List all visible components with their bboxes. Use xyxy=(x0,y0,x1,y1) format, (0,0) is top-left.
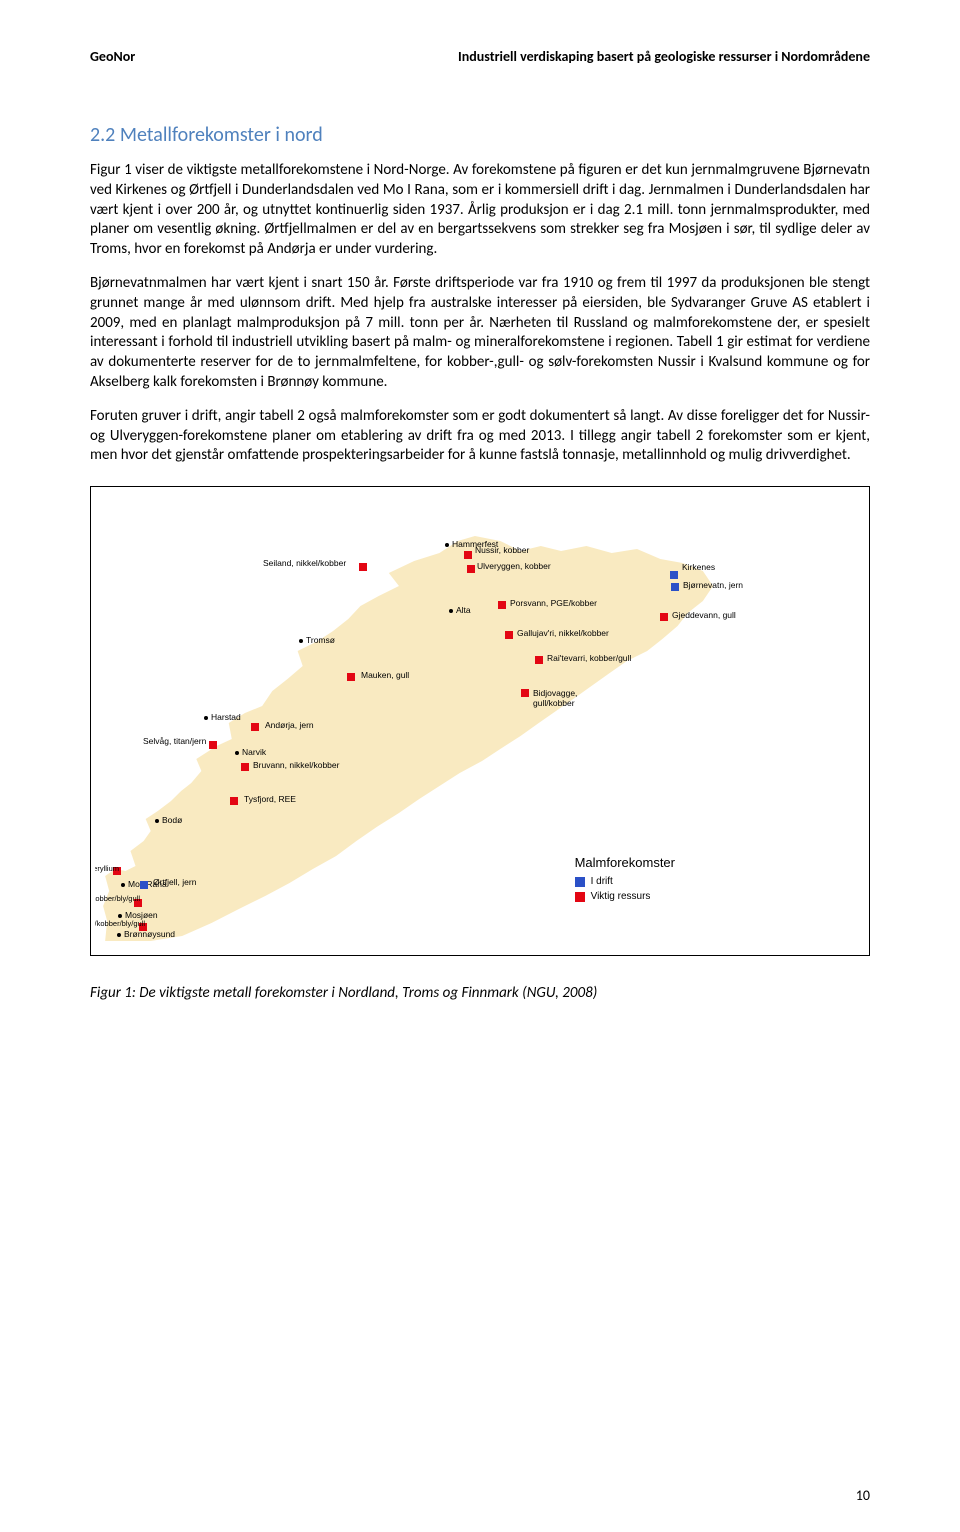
deposit-square xyxy=(505,631,513,639)
deposit-square xyxy=(671,583,679,591)
deposit-square xyxy=(347,673,355,681)
header-right: Industriell verdiskaping basert på geolo… xyxy=(458,48,870,65)
deposit-label: Gjeddevann, gull xyxy=(672,611,736,620)
deposit-square xyxy=(140,881,148,889)
deposit-label: Selvåg, titan/jern xyxy=(143,737,206,746)
deposit-label: Høgtuva, beryllium xyxy=(95,865,119,873)
map-canvas: Malmforekomster I drift Viktig ressurs H… xyxy=(95,491,865,951)
header-left: GeoNor xyxy=(90,48,135,65)
legend-square-blue xyxy=(575,877,585,887)
map-frame: Malmforekomster I drift Viktig ressurs H… xyxy=(90,486,870,956)
deposit-square xyxy=(521,689,529,697)
deposit-label: Gallujav'ri, nikkel/kobber xyxy=(517,629,609,638)
section-heading: 2.2 Metallforekomster i nord xyxy=(90,123,870,147)
city-label: Alta xyxy=(456,606,471,615)
deposit-label: Bidjovagge,gull/kobber xyxy=(533,689,577,708)
deposit-square xyxy=(241,763,249,771)
deposit-square xyxy=(251,723,259,731)
legend-title: Malmforekomster xyxy=(575,855,675,870)
deposit-label: Bjørnevatn, jern xyxy=(683,581,743,590)
deposit-square xyxy=(498,601,506,609)
city-label: Brønnøysund xyxy=(124,930,175,939)
page-number: 10 xyxy=(856,1487,870,1504)
deposit-label: Hattfjelldal, sink/kobber/bly/gull xyxy=(95,920,145,928)
document-header: GeoNor Industriell verdiskaping basert p… xyxy=(90,48,870,65)
deposit-label: Seiland, nikkel/kobber xyxy=(263,559,346,568)
city-label: Tromsø xyxy=(306,636,335,645)
deposit-square xyxy=(467,565,475,573)
legend-label-resource: Viktig ressurs xyxy=(591,891,651,902)
deposit-square xyxy=(660,613,668,621)
deposit-label: Bruvann, nikkel/kobber xyxy=(253,761,339,770)
deposit-square xyxy=(230,797,238,805)
deposit-square xyxy=(535,656,543,664)
deposit-label: Nussir, kobber xyxy=(475,546,529,555)
paragraph-1: Figur 1 viser de viktigste metallforekom… xyxy=(90,161,870,260)
deposit-square xyxy=(209,741,217,749)
legend-square-red xyxy=(575,892,585,902)
paragraph-3: Foruten gruver i drift, angir tabell 2 o… xyxy=(90,407,870,466)
deposit-label: Mauken, gull xyxy=(361,671,409,680)
deposit-label: Tysfjord, REE xyxy=(244,795,296,804)
deposit-label: Ulveryggen, kobber xyxy=(477,562,551,571)
deposit-label: Rai'tevarri, kobber/gull xyxy=(547,654,631,663)
city-label: Narvik xyxy=(242,748,266,757)
deposit-label: Mofjellet, sink/kobber/bly/gull xyxy=(95,895,140,903)
deposit-square xyxy=(359,563,367,571)
legend-row-drift: I drift xyxy=(575,876,675,887)
deposit-label: Porsvann, PGE/kobber xyxy=(510,599,597,608)
city-label: Bodø xyxy=(162,816,182,825)
map-legend: Malmforekomster I drift Viktig ressurs xyxy=(575,855,675,906)
figure-caption: Figur 1: De viktigste metall forekomster… xyxy=(90,984,870,1002)
legend-row-resource: Viktig ressurs xyxy=(575,891,675,902)
legend-label-drift: I drift xyxy=(591,876,613,887)
deposit-square xyxy=(670,571,678,579)
deposit-label: Ørtfjell, jern xyxy=(153,878,196,887)
deposit-label: Andørja, jern xyxy=(265,721,314,730)
paragraph-2: Bjørnevatnmalmen har vært kjent i snart … xyxy=(90,274,870,393)
deposit-label: Kirkenes xyxy=(682,563,715,572)
city-label: Harstad xyxy=(211,713,241,722)
deposit-square xyxy=(464,551,472,559)
